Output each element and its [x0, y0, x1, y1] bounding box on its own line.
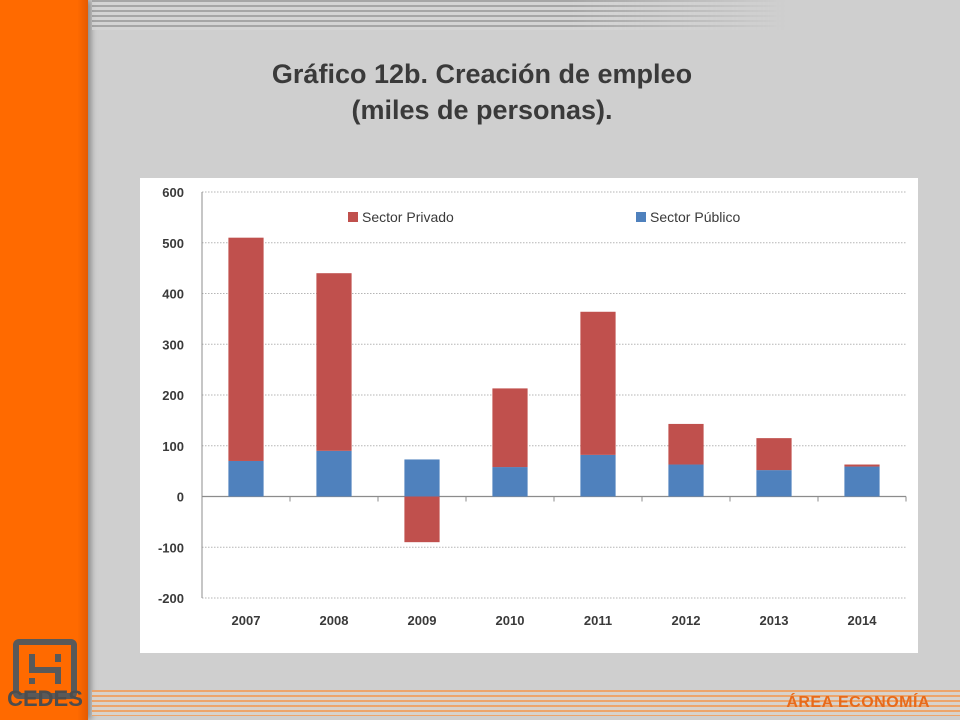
- legend-swatch: [348, 212, 358, 222]
- left-orange-sidebar: [0, 0, 88, 720]
- x-tick-label: 2014: [848, 613, 878, 628]
- bar-publico-2009: [404, 459, 440, 497]
- legend-swatch: [636, 212, 646, 222]
- x-tick-label: 2012: [672, 613, 701, 628]
- top-decorative-stripes: [92, 0, 960, 30]
- bar-privado-2011: [580, 311, 616, 455]
- y-tick-label: 200: [162, 388, 184, 403]
- y-tick-label: 0: [177, 490, 184, 505]
- page-title: Gráfico 12b. Creación de empleo (miles d…: [92, 56, 872, 128]
- x-tick-label: 2010: [496, 613, 525, 628]
- bar-publico-2012: [668, 464, 704, 497]
- x-tick-label: 2007: [232, 613, 261, 628]
- area-label: ÁREA ECONOMÍA: [786, 694, 930, 711]
- employment-chart: 600 500 400 300 200 100 0 -100 -200 2007 2008 2009 2…: [158, 185, 907, 628]
- x-tick-label: 2013: [760, 613, 789, 628]
- bar-publico-2013: [756, 470, 792, 497]
- bar-privado-2014: [844, 464, 880, 467]
- bar-publico-2008: [316, 450, 352, 497]
- y-tick-label: 100: [162, 439, 184, 454]
- bar-privado-2009: [404, 496, 440, 543]
- y-tick-label: 600: [162, 185, 184, 200]
- y-tick-label: 300: [162, 337, 184, 352]
- bar-privado-2013: [756, 438, 792, 471]
- title-line-2: (miles de personas).: [351, 95, 613, 125]
- legend-label: Sector Público: [650, 209, 740, 225]
- bar-privado-2007: [228, 237, 264, 461]
- title-line-1: Gráfico 12b. Creación de empleo: [271, 59, 693, 89]
- bar-privado-2008: [316, 273, 352, 451]
- x-tick-label: 2008: [320, 613, 349, 628]
- bar-privado-2010: [492, 388, 528, 468]
- y-tick-label: -100: [158, 540, 184, 555]
- logo-text: CEDES: [7, 686, 83, 711]
- bottom-decorative-stripes: [92, 690, 960, 716]
- x-tick-label: 2009: [408, 613, 437, 628]
- bar-publico-2014: [844, 466, 880, 497]
- legend-label: Sector Privado: [362, 209, 454, 225]
- chart-panel: 600 500 400 300 200 100 0 -100 -200 2007 2008 2009 2…: [140, 178, 918, 653]
- y-tick-label: -200: [158, 591, 184, 606]
- bar-publico-2007: [228, 460, 264, 497]
- y-tick-label: 500: [162, 236, 184, 251]
- x-tick-label: 2011: [584, 613, 612, 628]
- bar-publico-2011: [580, 454, 616, 497]
- bar-publico-2010: [492, 467, 528, 497]
- y-tick-label: 400: [162, 287, 184, 302]
- cedes-logo-icon: [13, 639, 77, 699]
- bar-privado-2012: [668, 423, 704, 465]
